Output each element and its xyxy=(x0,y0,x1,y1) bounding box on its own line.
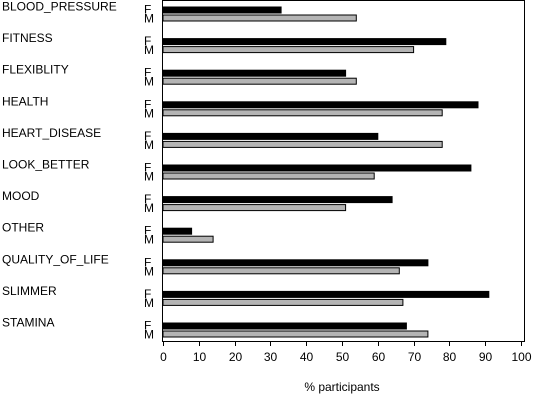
series-label: M xyxy=(144,138,154,152)
series-label: M xyxy=(144,233,154,247)
series-label: F xyxy=(144,66,151,80)
series-label: M xyxy=(144,170,154,184)
category-label: LOOK_BETTER xyxy=(2,158,90,172)
series-label: F xyxy=(144,97,151,111)
category-label: QUALITY_OF_LIFE xyxy=(2,252,109,266)
x-tick-label: 10 xyxy=(193,350,207,364)
series-label: F xyxy=(144,34,151,48)
x-tick-label: 0 xyxy=(160,350,167,364)
bar-m-heart-disease xyxy=(162,140,443,148)
category-labels: BLOOD_PRESSURE FITNESS FLEXIBLITY HEALTH HEA… xyxy=(2,0,117,330)
series-label: F xyxy=(144,287,151,301)
bar-m-quality-of-life xyxy=(162,267,400,275)
bar-m-health xyxy=(162,109,443,117)
category-label: FLEXIBLITY xyxy=(2,63,69,77)
bar-m-blood-pressure xyxy=(162,14,357,22)
x-axis-ticks: 0 10 20 30 40 50 60 70 80 90 100 xyxy=(160,341,532,364)
category-label: OTHER xyxy=(2,221,44,235)
bar-m-look-better xyxy=(162,172,375,180)
x-tick-label: 70 xyxy=(408,350,422,364)
bar-f-flexiblity xyxy=(162,69,347,77)
series-label: M xyxy=(144,75,154,89)
series-label: F xyxy=(144,129,151,143)
category-label: SLIMMER xyxy=(2,284,57,298)
series-label: M xyxy=(144,201,154,215)
bar-f-stamina xyxy=(162,322,407,330)
category-label: HEALTH xyxy=(2,94,48,108)
category-label: MOOD xyxy=(2,189,40,203)
bar-m-other xyxy=(162,235,214,243)
x-tick-label: 80 xyxy=(443,350,457,364)
series-label: M xyxy=(144,106,154,120)
plot-frame xyxy=(162,0,525,342)
category-label: FITNESS xyxy=(2,31,53,45)
x-tick-label: 40 xyxy=(300,350,314,364)
bars-group xyxy=(162,6,490,338)
bar-f-slimmer xyxy=(162,290,490,298)
bar-f-other xyxy=(162,227,193,235)
category-label: BLOOD_PRESSURE xyxy=(2,0,117,14)
x-tick-label: 90 xyxy=(479,350,493,364)
bar-f-blood-pressure xyxy=(162,6,282,14)
series-label: M xyxy=(144,43,154,57)
series-label: F xyxy=(144,319,151,333)
x-tick-label: 20 xyxy=(229,350,243,364)
category-label: HEART_DISEASE xyxy=(2,126,101,140)
series-label: M xyxy=(144,12,154,26)
series-label: F xyxy=(144,224,151,238)
series-label: F xyxy=(144,192,151,206)
series-label: F xyxy=(144,161,151,175)
x-tick-label: 50 xyxy=(336,350,350,364)
bar-m-mood xyxy=(162,204,347,212)
bar-f-health xyxy=(162,101,479,109)
series-label: M xyxy=(144,296,154,310)
bar-m-stamina xyxy=(162,330,429,338)
category-label: STAMINA xyxy=(2,316,54,330)
x-tick-label: 30 xyxy=(264,350,278,364)
bar-f-mood xyxy=(162,196,393,204)
bar-m-slimmer xyxy=(162,298,404,306)
bar-m-flexiblity xyxy=(162,77,357,85)
series-label: M xyxy=(144,328,154,342)
x-tick-label: 60 xyxy=(372,350,386,364)
bar-f-fitness xyxy=(162,38,447,46)
bar-f-heart-disease xyxy=(162,132,379,140)
series-label: F xyxy=(144,255,151,269)
series-label: M xyxy=(144,264,154,278)
x-axis-label: % participants xyxy=(304,380,379,394)
bar-f-quality-of-life xyxy=(162,259,429,267)
bar-m-fitness xyxy=(162,46,415,54)
bar-f-look-better xyxy=(162,164,472,172)
x-tick-label: 100 xyxy=(511,350,531,364)
series-label: F xyxy=(144,3,151,17)
